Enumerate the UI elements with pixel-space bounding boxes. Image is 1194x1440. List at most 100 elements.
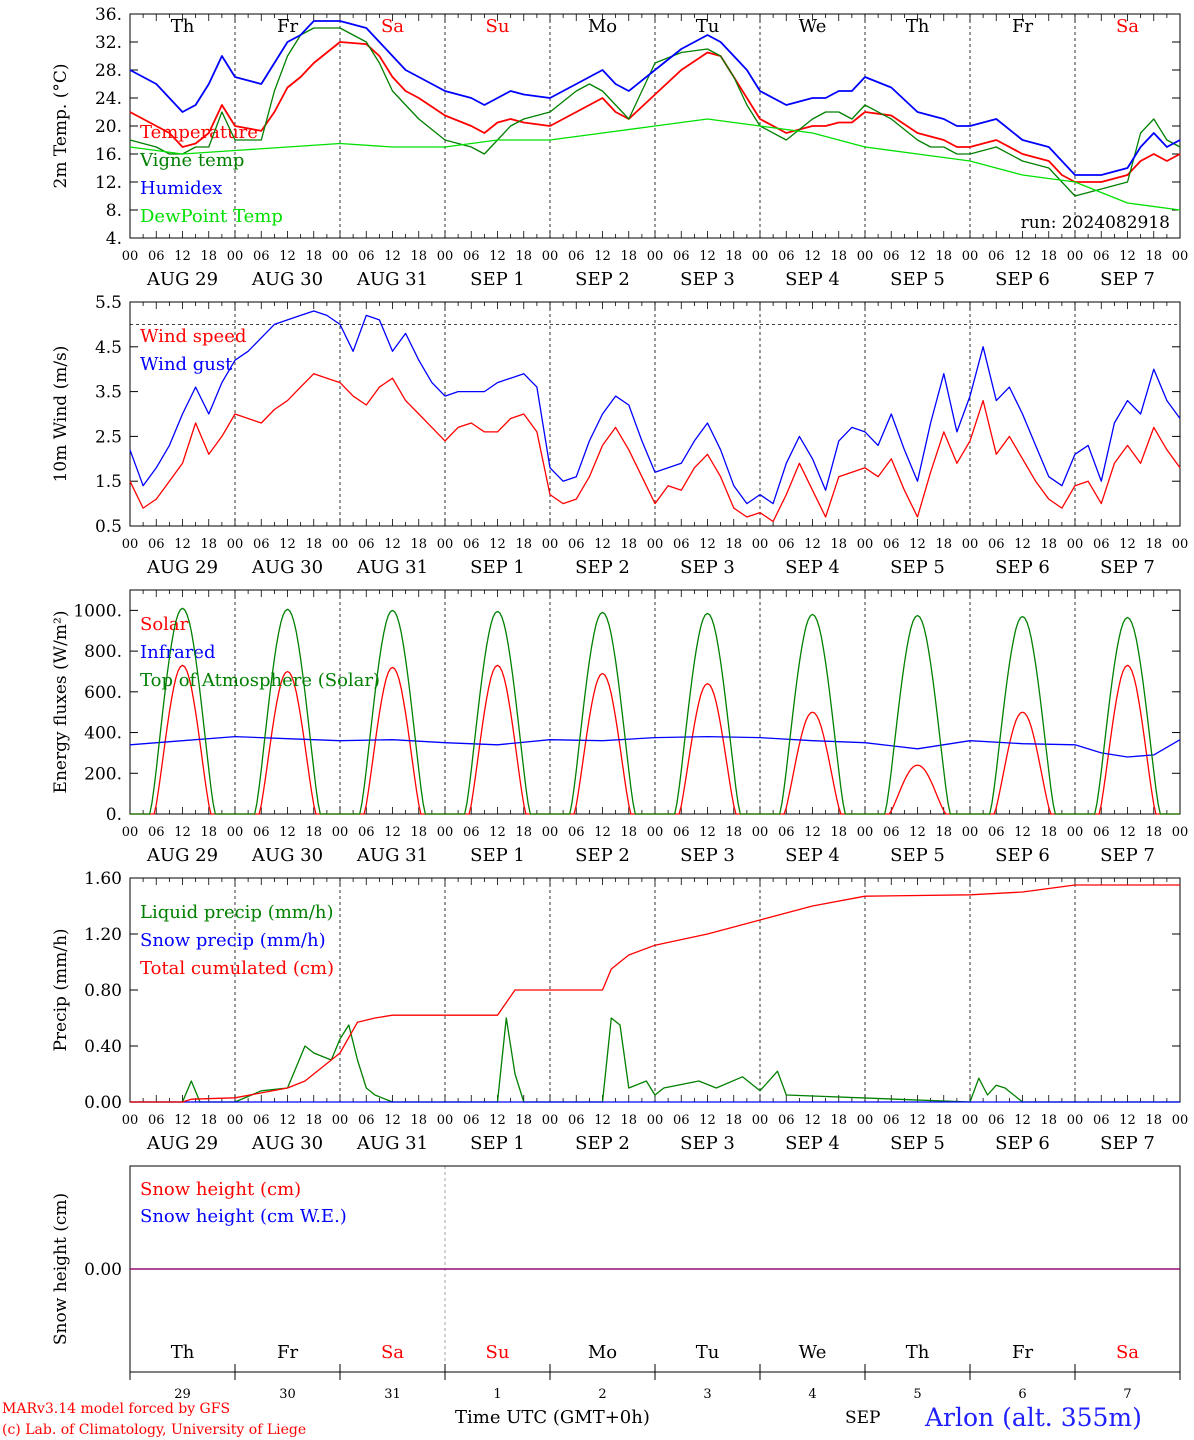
day-of-week-label: Fr xyxy=(277,16,298,37)
plot-frame xyxy=(129,589,1181,815)
x-hour-label: 06 xyxy=(568,825,585,840)
x-hour-label: 18 xyxy=(935,1113,952,1128)
x-date-label: SEP 4 xyxy=(785,845,840,866)
x-hour-label: 06 xyxy=(988,537,1005,552)
x-date-label: SEP 3 xyxy=(680,1133,735,1154)
x-hour-label: 12 xyxy=(489,537,506,552)
x-hour-label: 00 xyxy=(647,249,664,264)
x-hour-label: 06 xyxy=(883,249,900,264)
x-hour-label: 06 xyxy=(673,249,690,264)
x-date-label: SEP 7 xyxy=(1100,269,1155,290)
x-hour-label: 00 xyxy=(752,537,769,552)
y-tick-label: 5.5 xyxy=(95,293,122,313)
y-tick-label: 28. xyxy=(95,61,122,81)
x-hour-label: 00 xyxy=(857,249,874,264)
x-day-number-label: 30 xyxy=(279,1387,296,1402)
x-hour-label: 18 xyxy=(515,1113,532,1128)
x-hour-label: 12 xyxy=(174,1113,191,1128)
y-tick-label: 0.40 xyxy=(84,1037,122,1057)
x-hour-label: 00 xyxy=(437,825,454,840)
day-of-week-label: Fr xyxy=(1012,16,1033,37)
legend-entry: Vigne temp xyxy=(139,150,244,171)
day-of-week-label: Mo xyxy=(588,1342,617,1363)
x-date-label: AUG 30 xyxy=(251,1133,323,1154)
x-hour-label: 12 xyxy=(594,1113,611,1128)
x-date-label: AUG 31 xyxy=(356,557,428,578)
x-date-label: AUG 29 xyxy=(146,269,218,290)
x-hour-label: 06 xyxy=(148,249,165,264)
x-date-label: SEP 7 xyxy=(1100,557,1155,578)
legend-entry: DewPoint Temp xyxy=(140,206,283,227)
x-hour-label: 12 xyxy=(699,537,716,552)
series-line-4 xyxy=(129,118,1181,211)
x-hour-label: 06 xyxy=(1093,249,1110,264)
y-tick-label: 32. xyxy=(95,33,122,53)
x-hour-label: 06 xyxy=(883,1113,900,1128)
day-of-week-label: Sa xyxy=(381,1342,404,1363)
x-hour-label: 12 xyxy=(279,537,296,552)
x-hour-label: 18 xyxy=(1040,1113,1057,1128)
x-hour-label: 06 xyxy=(568,1113,585,1128)
x-hour-label: 00 xyxy=(962,825,979,840)
x-hour-label: 00 xyxy=(227,1113,244,1128)
x-hour-label: 06 xyxy=(148,537,165,552)
x-hour-label: 00 xyxy=(752,1113,769,1128)
x-hour-label: 18 xyxy=(305,825,322,840)
day-of-week-label: Th xyxy=(906,1342,930,1363)
x-date-label: SEP 2 xyxy=(575,845,630,866)
x-hour-label: 12 xyxy=(1014,1113,1031,1128)
y-tick-label: 1.60 xyxy=(84,869,122,889)
x-hour-label: 18 xyxy=(515,537,532,552)
day-of-week-label: We xyxy=(799,1342,827,1363)
y-tick-label: 0.00 xyxy=(84,1093,122,1113)
x-day-number-label: 7 xyxy=(1123,1387,1131,1402)
x-hour-label: 18 xyxy=(620,537,637,552)
x-hour-label: 12 xyxy=(174,825,191,840)
panels: 4.8.12.16.20.24.28.32.36.2m Temp. (°C)Th… xyxy=(51,5,1188,1402)
x-hour-label: 18 xyxy=(725,537,742,552)
y-tick-label: 400. xyxy=(84,724,122,744)
x-hour-label: 18 xyxy=(620,249,637,264)
series-line-3 xyxy=(130,607,1180,815)
x-hour-label: 12 xyxy=(909,537,926,552)
x-hour-label: 00 xyxy=(647,1113,664,1128)
x-hour-label: 00 xyxy=(227,825,244,840)
panel-4: 0.00 0.40 0.80 1.20 1.60 Precip (mm/h) 00 06 12 1… xyxy=(51,869,1188,1154)
x-hour-label: 00 xyxy=(1172,249,1189,264)
x-date-label: SEP 7 xyxy=(1100,845,1155,866)
x-hour-label: 12 xyxy=(1119,825,1136,840)
y-tick-label: 3.5 xyxy=(95,383,122,403)
x-hour-label: 18 xyxy=(725,825,742,840)
series-line-1 xyxy=(129,373,1181,523)
x-hour-label: 12 xyxy=(699,1113,716,1128)
x-hour-label: 00 xyxy=(122,249,139,264)
y-tick-label: 12. xyxy=(95,173,122,193)
x-date-label: SEP 5 xyxy=(890,1133,945,1154)
x-day-number-label: 1 xyxy=(493,1387,501,1402)
x-hour-label: 12 xyxy=(489,825,506,840)
x-hour-label: 12 xyxy=(804,537,821,552)
series-line-2 xyxy=(129,310,1181,505)
x-hour-label: 06 xyxy=(778,537,795,552)
x-hour-label: 06 xyxy=(148,1113,165,1128)
legend-entry: Wind speed xyxy=(140,326,246,347)
x-hour-label: 12 xyxy=(279,249,296,264)
x-date-label: SEP 1 xyxy=(470,557,525,578)
x-date-label: SEP 6 xyxy=(995,1133,1050,1154)
x-hour-label: 12 xyxy=(1119,1113,1136,1128)
y-tick-label: 1.20 xyxy=(84,925,122,945)
x-date-label: SEP 4 xyxy=(785,1133,840,1154)
x-hour-label: 12 xyxy=(699,825,716,840)
x-hour-label: 00 xyxy=(122,537,139,552)
x-hour-label: 12 xyxy=(1119,249,1136,264)
legend-entry: Snow height (cm) xyxy=(140,1179,301,1200)
x-hour-label: 06 xyxy=(883,537,900,552)
x-hour-label: 18 xyxy=(935,537,952,552)
day-of-week-label: Th xyxy=(171,16,195,37)
run-label: run: 2024082918 xyxy=(1021,213,1170,233)
x-hour-label: 06 xyxy=(148,825,165,840)
x-hour-label: 06 xyxy=(673,1113,690,1128)
x-date-label: SEP 1 xyxy=(470,1133,525,1154)
x-hour-label: 12 xyxy=(384,825,401,840)
